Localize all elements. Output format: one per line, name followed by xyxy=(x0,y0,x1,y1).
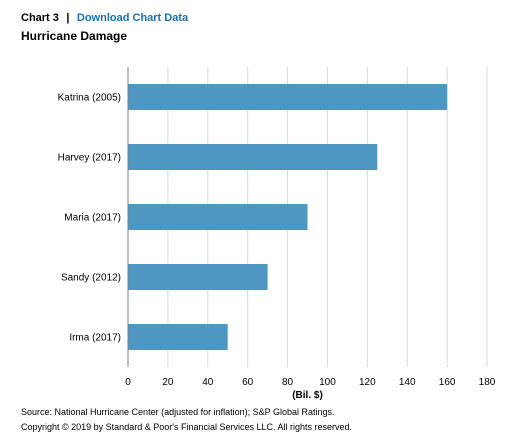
bar xyxy=(128,204,308,230)
chart-number: Chart 3 xyxy=(21,12,59,24)
category-label: Katrina (2005) xyxy=(58,93,121,104)
x-tick-label: 160 xyxy=(439,377,456,388)
copyright-note: Copyright © 2019 by Standard & Poor's Fi… xyxy=(21,422,353,432)
category-label: Sandy (2012) xyxy=(61,273,121,284)
header-separator: | xyxy=(66,12,70,24)
download-chart-data-link[interactable]: Download Chart Data xyxy=(76,12,189,24)
chart-footer: Source: National Hurricane Center (adjus… xyxy=(21,405,352,435)
category-label: Maria (2017) xyxy=(64,213,121,224)
category-label: Irma (2017) xyxy=(69,333,121,344)
x-tick-label: 100 xyxy=(319,377,336,388)
x-tick-label: 120 xyxy=(359,377,376,388)
x-tick-label: 140 xyxy=(399,377,416,388)
bar xyxy=(128,264,268,290)
x-tick-label: 40 xyxy=(202,377,214,388)
bar-chart: Katrina (2005) Harvey (2017) Maria (2017) S… xyxy=(58,67,496,400)
bar xyxy=(128,84,448,110)
x-tick-labels: 0 20 40 60 80 100 120 140 160 180 xyxy=(125,377,496,388)
x-tick-label: 180 xyxy=(479,377,496,388)
category-label: Harvey (2017) xyxy=(58,153,121,164)
chart-header: Chart 3 | Download Chart Data Hurricane … xyxy=(21,8,188,43)
bar xyxy=(128,324,228,350)
x-axis-label: (Bil. $) xyxy=(292,390,323,400)
gridlines xyxy=(167,67,488,367)
bars xyxy=(128,84,448,350)
x-tick-label: 0 xyxy=(125,377,131,388)
x-tick-label: 80 xyxy=(282,377,294,388)
chart-title: Hurricane Damage xyxy=(21,29,128,43)
category-labels: Katrina (2005) Harvey (2017) Maria (2017) S… xyxy=(58,93,121,344)
x-tick-label: 20 xyxy=(162,377,174,388)
bar xyxy=(128,144,378,170)
x-tick-label: 60 xyxy=(242,377,254,388)
source-note: Source: National Hurricane Center (adjus… xyxy=(21,407,335,417)
